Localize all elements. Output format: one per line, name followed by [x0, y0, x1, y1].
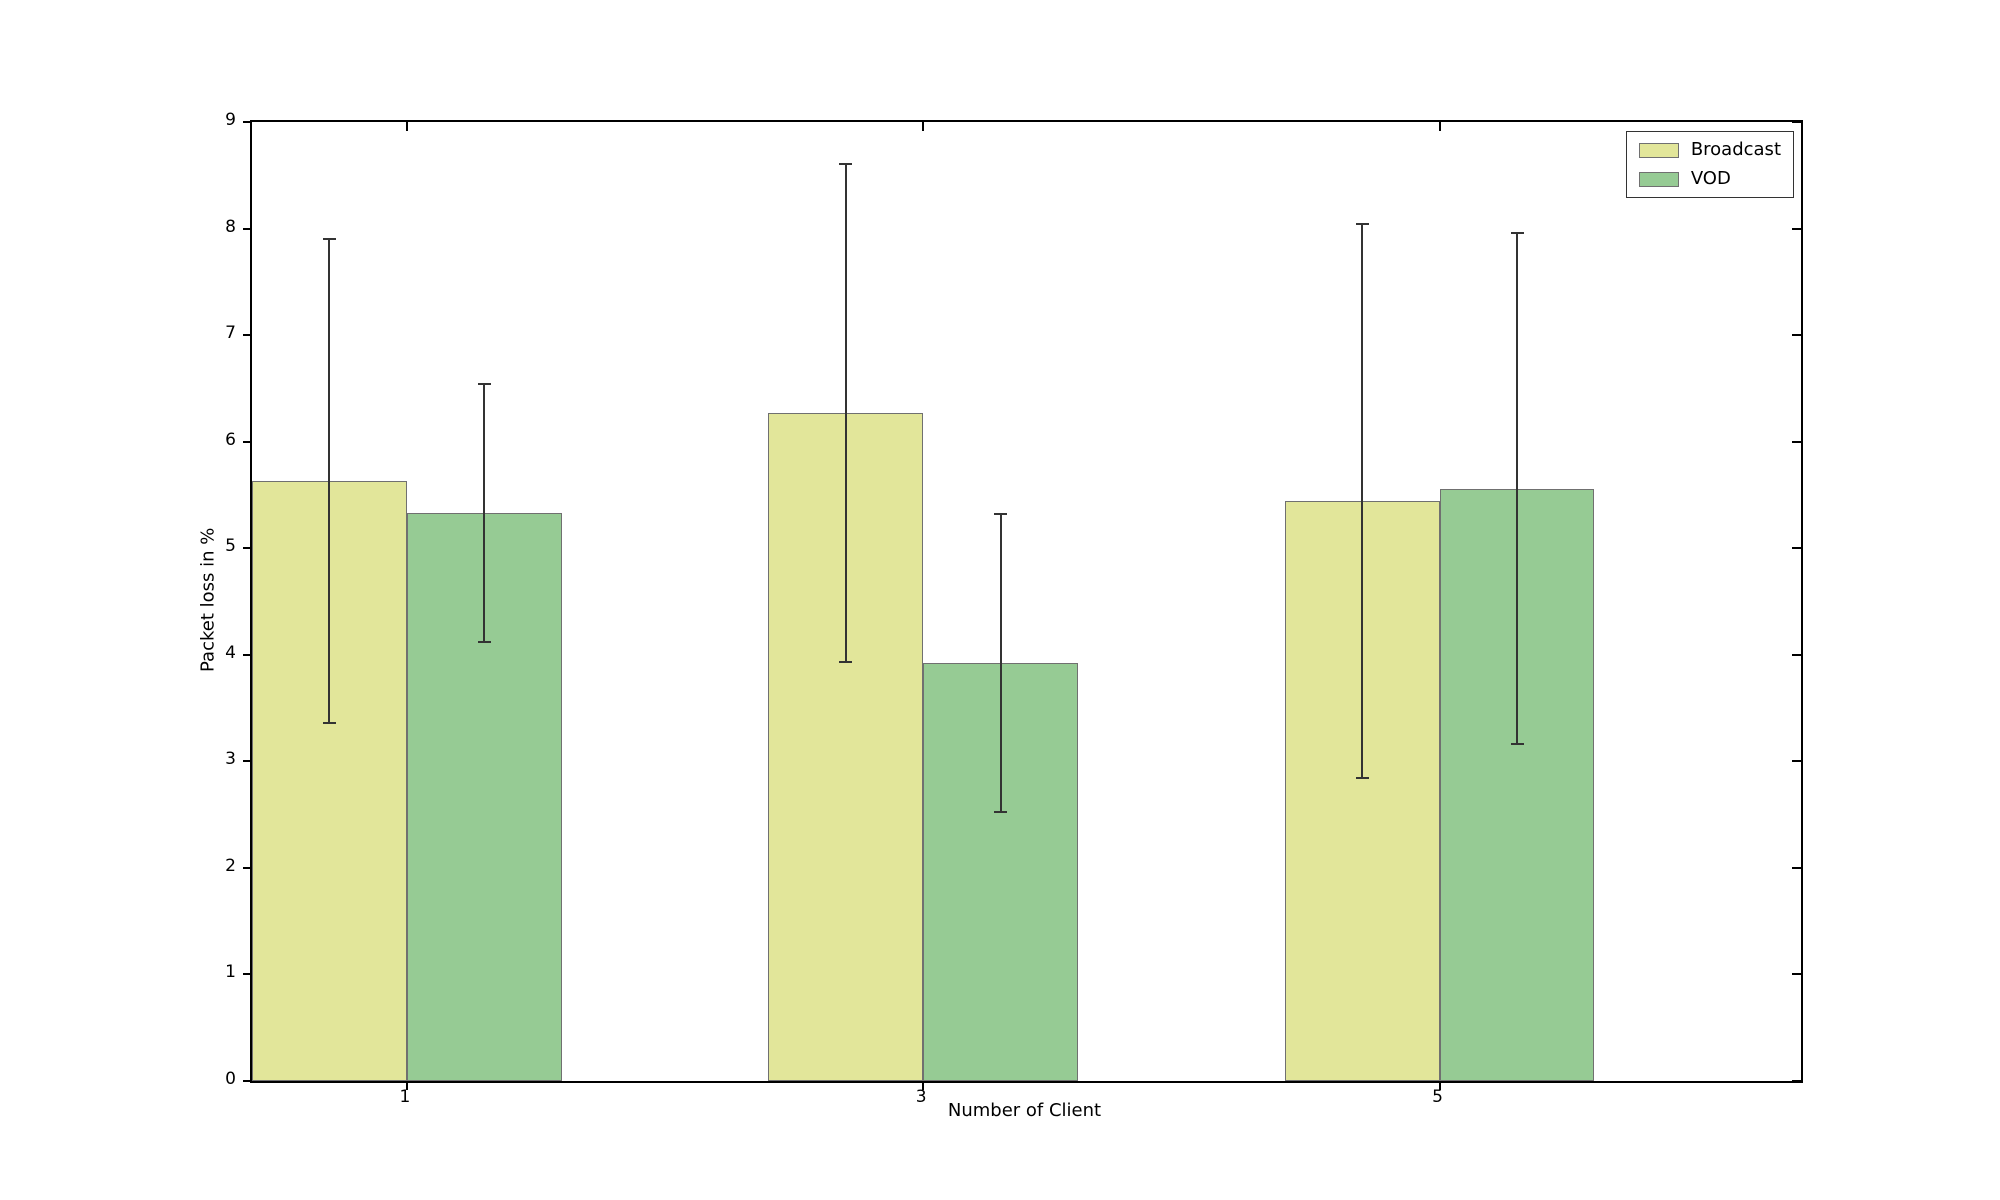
errorbar-broadcast-1: [328, 239, 331, 723]
x-tick-top-5: [1438, 122, 1441, 131]
legend-item-vod: VOD: [1638, 168, 1781, 189]
y-tick-right-3: [1792, 760, 1801, 763]
errorbar-broadcast-5: [1361, 224, 1364, 779]
x-tick-bottom-1: [405, 1081, 408, 1090]
y-tick-left-7: [243, 334, 252, 337]
errorbar-vod-3: [999, 514, 1002, 813]
x-tick-top-1: [405, 122, 408, 131]
y-axis-label: Packet loss in %: [197, 527, 219, 672]
legend-swatch-broadcast: [1638, 142, 1679, 158]
plot-area: Broadcast VOD: [243, 120, 1803, 1090]
legend-swatch-vod: [1638, 171, 1679, 187]
x-tick-bottom-5: [1438, 1081, 1441, 1090]
y-tick-label-5: 5: [225, 536, 236, 557]
errorbar-cap-bottom-vod-3: [994, 811, 1008, 814]
errorbar-cap-bottom-broadcast-5: [1355, 777, 1369, 780]
legend: Broadcast VOD: [1625, 131, 1794, 198]
y-tick-left-0: [243, 1080, 252, 1082]
y-tick-right-1: [1792, 973, 1801, 976]
y-tick-left-9: [243, 121, 252, 123]
x-axis-label: Number of Client: [947, 1100, 1102, 1121]
y-tick-label-0: 0: [225, 1069, 236, 1089]
y-tick-left-8: [243, 227, 252, 230]
errorbar-vod-5: [1516, 232, 1519, 745]
errorbar-cap-top-vod-3: [994, 513, 1008, 516]
y-tick-left-2: [243, 866, 252, 869]
y-tick-label-8: 8: [225, 216, 236, 237]
y-tick-left-3: [243, 760, 252, 763]
errorbar-cap-bottom-broadcast-1: [322, 721, 336, 724]
x-tick-top-3: [922, 122, 925, 131]
y-tick-right-5: [1792, 547, 1801, 550]
errorbar-cap-top-broadcast-3: [839, 162, 853, 165]
y-tick-right-7: [1792, 334, 1801, 337]
errorbar-cap-bottom-broadcast-3: [839, 661, 853, 664]
errorbar-cap-bottom-vod-5: [1510, 743, 1524, 746]
errorbar-cap-bottom-vod-1: [477, 640, 491, 643]
y-tick-left-6: [243, 440, 252, 443]
errorbar-cap-top-vod-5: [1510, 231, 1524, 234]
errorbar-vod-1: [483, 384, 486, 642]
errorbar-cap-top-vod-1: [477, 383, 491, 386]
legend-item-broadcast: Broadcast: [1638, 139, 1781, 160]
y-tick-left-4: [243, 653, 252, 656]
y-tick-label-3: 3: [225, 749, 236, 770]
y-tick-right-0: [1792, 1080, 1801, 1082]
errorbar-cap-top-broadcast-1: [322, 238, 336, 241]
x-tick-label-1: 1: [399, 1087, 411, 1107]
y-tick-right-8: [1792, 227, 1801, 230]
y-tick-right-2: [1792, 866, 1801, 869]
y-tick-left-5: [243, 547, 252, 550]
y-tick-right-4: [1792, 653, 1801, 656]
y-tick-right-9: [1792, 121, 1801, 123]
y-tick-label-6: 6: [225, 429, 236, 450]
y-tick-label-7: 7: [225, 323, 236, 344]
errorbar-broadcast-3: [844, 163, 847, 663]
y-tick-label-4: 4: [225, 642, 236, 663]
y-tick-label-9: 9: [225, 110, 236, 130]
x-tick-label-5: 5: [1432, 1087, 1443, 1107]
y-tick-right-6: [1792, 440, 1801, 443]
errorbar-cap-top-broadcast-5: [1355, 223, 1369, 226]
x-tick-bottom-3: [922, 1081, 925, 1090]
y-tick-left-1: [243, 973, 252, 976]
legend-label-broadcast: Broadcast: [1690, 139, 1781, 160]
x-tick-label-3: 3: [915, 1087, 927, 1107]
y-tick-label-2: 2: [225, 855, 236, 876]
legend-label-vod: VOD: [1690, 168, 1731, 189]
y-tick-label-1: 1: [225, 962, 236, 983]
